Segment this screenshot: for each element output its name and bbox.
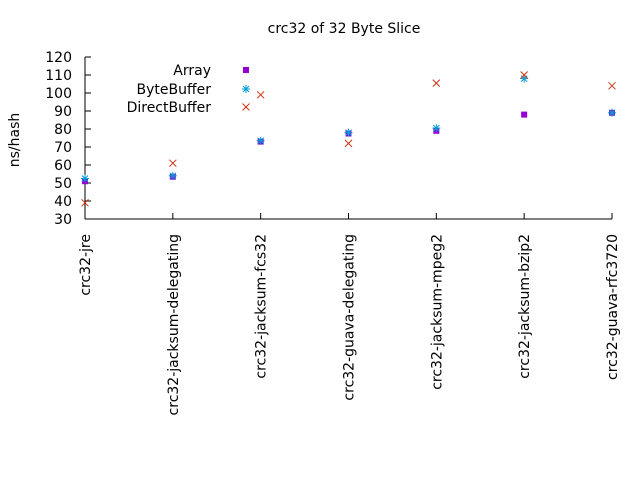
data-point-bytebuffer <box>81 174 89 183</box>
data-point-directbuffer <box>432 79 441 87</box>
data-point-directbuffer <box>256 90 265 99</box>
plot-area: 30 40 50 60 70 80 90 100 110 120 crc32-jre crc32-ja… <box>45 50 621 415</box>
x-stroke-2 <box>242 103 250 111</box>
asterisk-stroke-3 <box>257 137 265 145</box>
data-point-bytebuffer <box>168 171 177 180</box>
legend-marker-directbuffer <box>242 103 250 111</box>
data-point-bytebuffer <box>344 128 353 137</box>
data-point-array <box>521 111 528 118</box>
data-point-bytebuffer <box>432 124 441 133</box>
x-tick-label: crc32-jacksum-mpeg2 <box>429 234 445 390</box>
x-stroke-2 <box>432 79 441 87</box>
data-point-bytebuffer <box>608 108 616 117</box>
legend-label: DirectBuffer <box>127 100 212 116</box>
legend-item-array: Array <box>173 63 249 79</box>
x-stroke-2 <box>168 159 177 168</box>
x-stroke-2 <box>256 90 265 99</box>
x-tick-label: crc32-jacksum-delegating <box>166 234 182 415</box>
asterisk-stroke-3 <box>345 129 352 136</box>
legend-item-bytebuffer: ByteBuffer <box>137 82 250 98</box>
x-tick-label: crc32-jacksum-fcs32 <box>254 234 270 379</box>
axes: 30 40 50 60 70 80 90 100 110 120 crc32-jre crc32-ja… <box>45 50 621 415</box>
asterisk-stroke-3 <box>169 172 177 180</box>
legend: Array ByteBuffer DirectBuffer <box>127 63 250 116</box>
y-tick-label: 80 <box>54 122 72 138</box>
x-tick-label: crc32-jre <box>78 234 94 296</box>
y-tick-label: 110 <box>45 68 72 84</box>
data-point-bytebuffer <box>256 136 265 145</box>
y-tick-label: 60 <box>54 158 72 174</box>
legend-label: Array <box>173 63 211 79</box>
x-stroke-2 <box>344 139 353 148</box>
series-directbuffer <box>81 71 616 207</box>
y-axis-label: ns/hash <box>7 113 23 168</box>
legend-marker-array <box>243 67 249 73</box>
legend-marker-bytebuffer <box>242 85 250 93</box>
x-stroke-2 <box>608 81 616 90</box>
y-tick-label: 90 <box>54 104 72 120</box>
data-point-directbuffer <box>81 198 89 207</box>
y-tick-label: 50 <box>54 176 72 192</box>
y-tick-label: 70 <box>54 140 72 156</box>
asterisk-stroke-3 <box>242 85 250 93</box>
chart-title: crc32 of 32 Byte Slice <box>268 21 421 37</box>
x-tick-label: crc32-guava-delegating <box>342 234 358 401</box>
chart-title-group: crc32 of 32 Byte Slice <box>268 21 421 37</box>
data-point-directbuffer <box>168 159 177 168</box>
y-tick-label: 120 <box>45 50 72 66</box>
y-tick-label: 100 <box>45 86 72 102</box>
asterisk-stroke-3 <box>608 109 616 117</box>
series-bytebuffer <box>81 74 616 183</box>
data-point-directbuffer <box>520 71 529 79</box>
asterisk-stroke-3 <box>432 124 440 132</box>
asterisk-stroke-3 <box>81 175 89 182</box>
legend-label: ByteBuffer <box>137 82 212 98</box>
y-axis-label-group: ns/hash <box>7 113 23 168</box>
legend-item-directbuffer: DirectBuffer <box>127 100 250 116</box>
x-stroke-2 <box>81 198 89 207</box>
data-point-directbuffer <box>344 139 353 148</box>
y-tick-label: 30 <box>54 212 72 228</box>
x-stroke-2 <box>520 71 529 79</box>
data-point-directbuffer <box>608 81 616 90</box>
x-tick-label: crc32-guava-rfc3720 <box>605 234 621 380</box>
x-tick-label: crc32-jacksum-bzip2 <box>517 234 533 379</box>
series-array <box>82 109 615 185</box>
y-tick-label: 40 <box>54 194 72 210</box>
data-point-bytebuffer <box>520 74 529 83</box>
